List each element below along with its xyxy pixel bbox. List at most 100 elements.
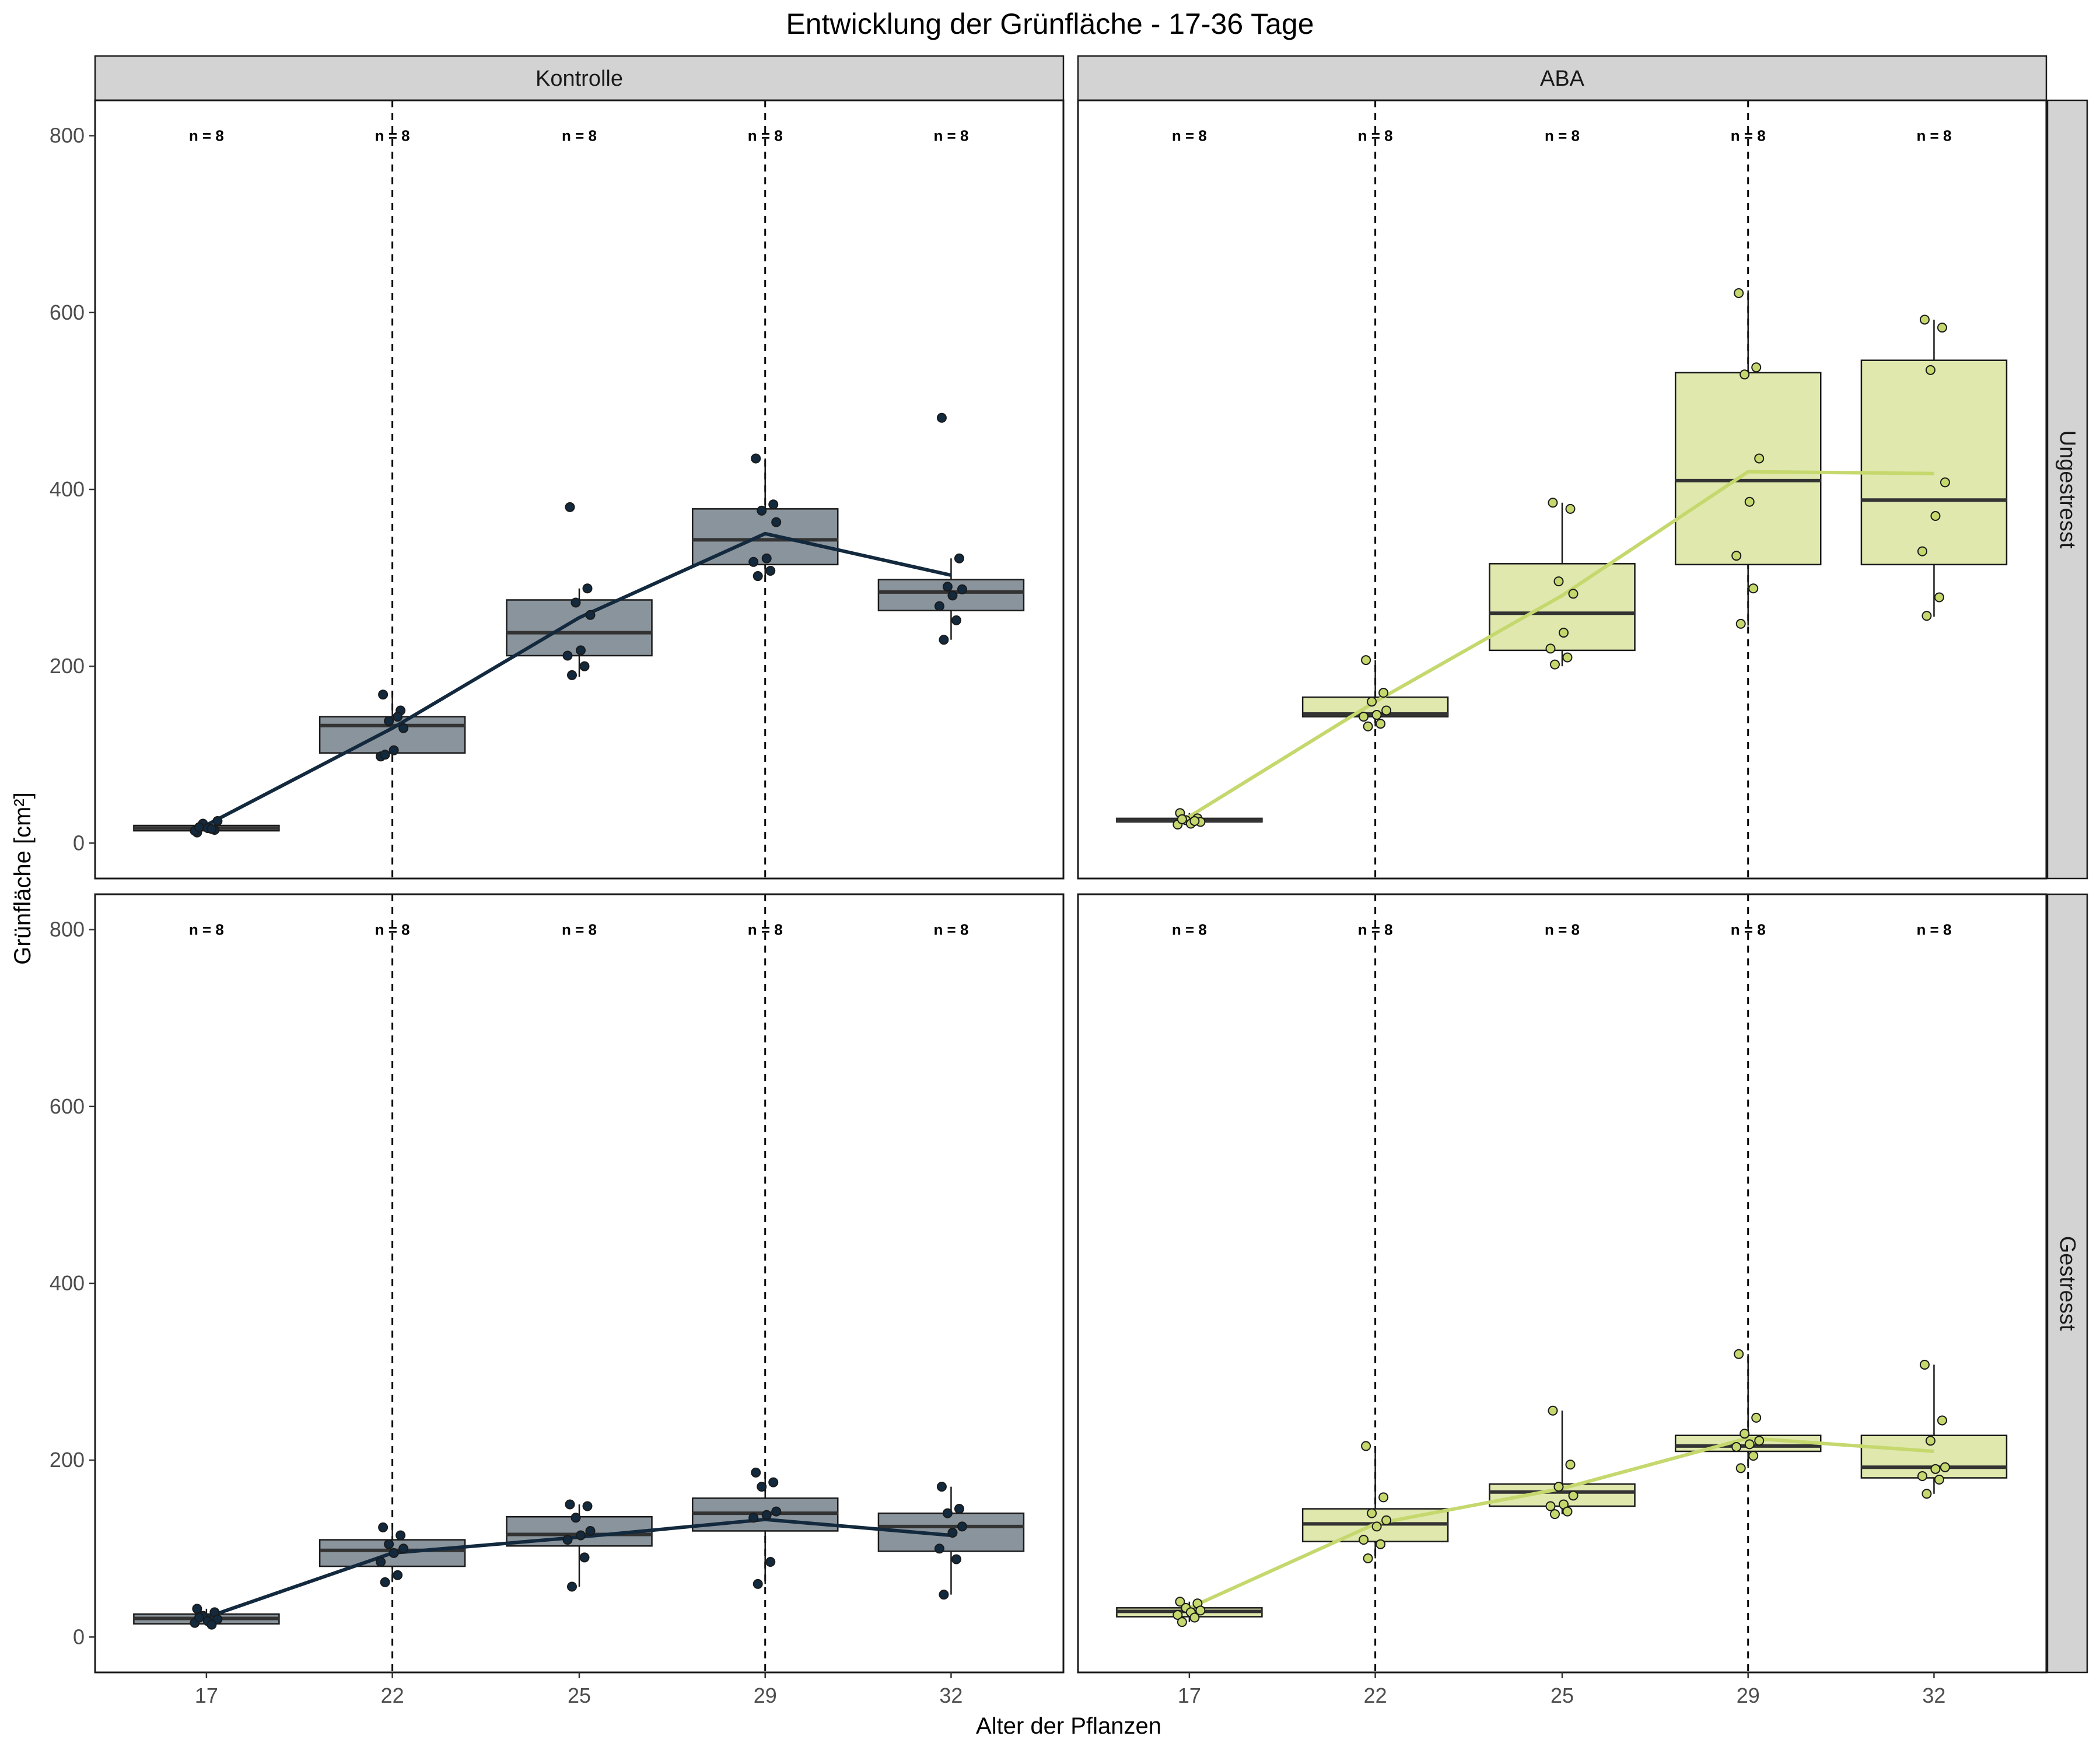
y-tick-label: 800: [50, 918, 85, 942]
data-point: [761, 1510, 772, 1520]
y-tick-label: 200: [50, 654, 85, 678]
data-point: [771, 517, 782, 527]
data-point: [1754, 1436, 1765, 1446]
data-point: [748, 556, 759, 567]
data-point: [1930, 510, 1941, 521]
data-point: [954, 553, 964, 564]
data-point: [565, 1499, 575, 1510]
data-point: [1367, 696, 1377, 707]
data-point: [1361, 655, 1371, 666]
data-point: [1917, 546, 1927, 556]
facet-panel: n = 8 n = 8 n = 8 n = 8 n = 8 0 200 400 600 800: [50, 99, 1065, 880]
data-point: [1754, 453, 1765, 464]
n-label: n = 8: [933, 921, 968, 939]
x-tick-label: 32: [1922, 1684, 1945, 1707]
data-point: [771, 1506, 782, 1517]
data-point: [1376, 719, 1386, 729]
data-point: [1545, 643, 1556, 654]
panel-border: [1077, 99, 2048, 880]
data-point: [1740, 369, 1750, 380]
n-label: n = 8: [189, 921, 224, 939]
data-point: [1734, 1349, 1744, 1359]
data-point: [384, 1539, 394, 1549]
n-label: n = 8: [748, 921, 783, 939]
data-point: [1376, 1539, 1386, 1549]
data-point: [1562, 652, 1573, 663]
data-point: [765, 1557, 776, 1567]
n-label: n = 8: [1545, 921, 1580, 939]
row-strip-label: Gestresst: [2055, 1236, 2080, 1331]
n-label: n = 8: [375, 127, 410, 145]
facet-panel: n = 8 n = 8 n = 8 n = 8 n = 8 0 200 400 600 800 17…: [50, 893, 1065, 1707]
data-point: [1550, 1509, 1560, 1520]
data-point: [1189, 816, 1200, 826]
data-point: [1371, 710, 1382, 720]
data-point: [1548, 498, 1558, 508]
data-point: [1381, 705, 1392, 716]
data-point: [1930, 1464, 1941, 1474]
data-point: [1378, 1492, 1389, 1503]
data-point: [380, 1577, 390, 1587]
data-point: [380, 750, 390, 760]
data-point: [752, 1578, 763, 1589]
data-point: [1940, 1462, 1950, 1472]
data-point: [1172, 1609, 1183, 1620]
data-point: [1359, 712, 1369, 722]
data-point: [1937, 1415, 1947, 1426]
x-tick-label: 22: [381, 1684, 404, 1707]
data-point: [579, 1552, 590, 1563]
data-point: [567, 1581, 577, 1592]
data-point: [206, 1619, 217, 1630]
n-label: n = 8: [562, 921, 597, 939]
chart-title: Entwicklung der Grünfläche - 17-36 Tage: [786, 8, 1314, 40]
data-point: [194, 822, 204, 832]
data-point: [1922, 611, 1932, 621]
data-point: [1744, 1439, 1755, 1450]
data-point: [1934, 1475, 1944, 1485]
y-tick-label: 200: [50, 1448, 85, 1472]
data-point: [570, 1513, 581, 1523]
data-point: [1177, 1617, 1187, 1628]
data-point: [393, 1570, 403, 1580]
data-point: [951, 1554, 961, 1564]
row-strip-label: Ungestresst: [2055, 430, 2080, 549]
data-point: [388, 1548, 399, 1558]
data-point: [942, 1508, 953, 1518]
data-point: [947, 1527, 958, 1538]
x-tick-label: 17: [1178, 1684, 1201, 1707]
data-point: [378, 1522, 388, 1532]
data-point: [582, 1501, 593, 1511]
data-point: [567, 670, 577, 680]
n-label: n = 8: [1731, 921, 1766, 939]
data-point: [579, 661, 590, 671]
x-tick-label: 29: [754, 1684, 777, 1707]
n-label: n = 8: [1172, 921, 1207, 939]
column-strip-label: Kontrolle: [536, 66, 623, 91]
data-point: [748, 1513, 759, 1523]
data-point: [757, 505, 767, 516]
y-axis-title: Grünfläche [cm²]: [10, 792, 36, 965]
data-point: [934, 1544, 944, 1554]
n-label: n = 8: [375, 921, 410, 939]
data-point: [934, 601, 944, 611]
data-point: [1367, 1508, 1377, 1518]
data-point: [1565, 1460, 1576, 1470]
data-point: [1740, 1429, 1750, 1439]
data-point: [396, 1530, 406, 1541]
n-label: n = 8: [1916, 921, 1951, 939]
data-point: [1751, 362, 1762, 373]
data-point: [1937, 323, 1947, 333]
data-point: [393, 712, 403, 722]
data-point: [1731, 551, 1742, 561]
data-point: [1363, 721, 1373, 732]
box: [1674, 372, 1822, 566]
data-point: [939, 1590, 949, 1600]
column-strip: [1077, 55, 2048, 102]
data-point: [1735, 1463, 1746, 1474]
data-point: [576, 1530, 586, 1541]
data-point: [1934, 592, 1944, 603]
n-label: n = 8: [1916, 127, 1951, 145]
row-strip: [2046, 893, 2088, 1674]
